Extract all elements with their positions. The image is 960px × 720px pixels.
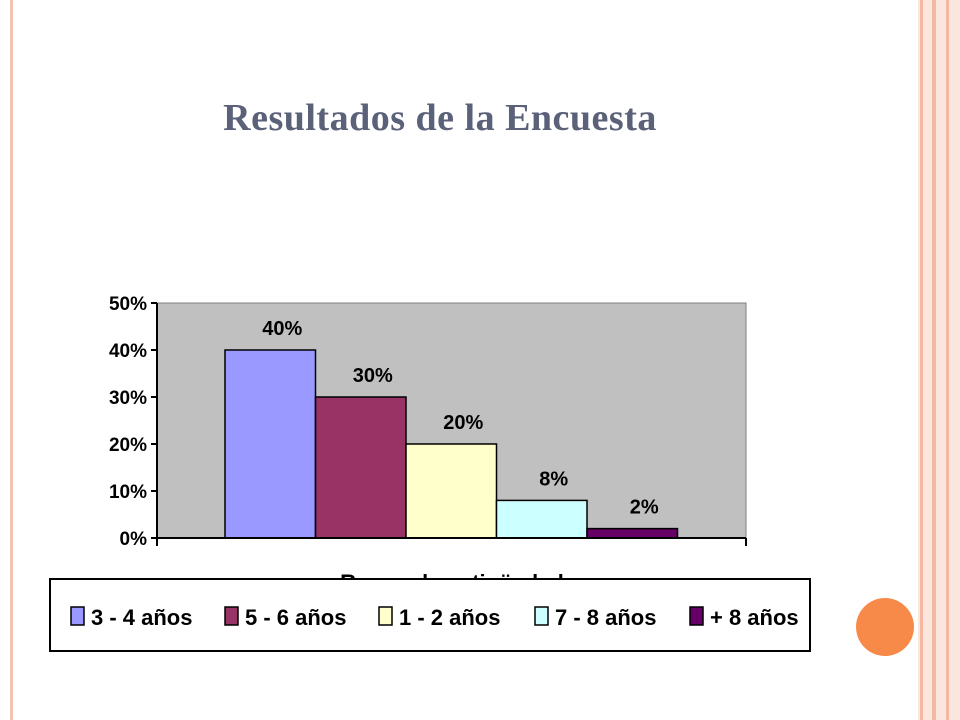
legend-swatch — [534, 606, 549, 626]
legend-item-label: 5 - 6 años — [245, 605, 346, 630]
slide-title: Resultados de la Encuesta — [223, 97, 657, 139]
legend-swatch — [224, 606, 239, 626]
y-tick-label: 10% — [109, 482, 147, 503]
bar-5 — [586, 527, 679, 539]
legend-item-label: 7 - 8 años — [555, 605, 656, 630]
data-label: 8% — [539, 468, 568, 490]
bar-3 — [405, 443, 498, 539]
slide-frame-left — [10, 0, 13, 720]
y-tick-label: 40% — [109, 341, 147, 362]
legend — [49, 578, 811, 652]
data-label: 2% — [630, 497, 659, 519]
accent-dot — [856, 598, 914, 656]
bar-4 — [495, 499, 588, 539]
legend-item-label: 3 - 4 años — [91, 605, 192, 630]
slide-frame-right — [918, 0, 960, 720]
data-label: 40% — [262, 318, 302, 340]
frame-line — [946, 0, 949, 720]
y-tick-label: 30% — [109, 388, 147, 409]
legend-item-label: + 8 años — [710, 605, 799, 630]
y-tick-label: 0% — [120, 529, 148, 550]
bar-1 — [224, 349, 317, 539]
legend-swatch — [378, 606, 393, 626]
data-label: 30% — [353, 365, 393, 387]
data-label: 20% — [443, 412, 483, 434]
legend-item-label: 1 - 2 años — [399, 605, 500, 630]
y-tick-label: 50% — [109, 294, 147, 315]
bar-2 — [314, 396, 407, 539]
legend-swatch — [689, 606, 704, 626]
y-tick-label: 20% — [109, 435, 147, 456]
legend-swatch — [70, 606, 85, 626]
frame-line — [932, 0, 936, 720]
frame-line — [920, 0, 923, 720]
